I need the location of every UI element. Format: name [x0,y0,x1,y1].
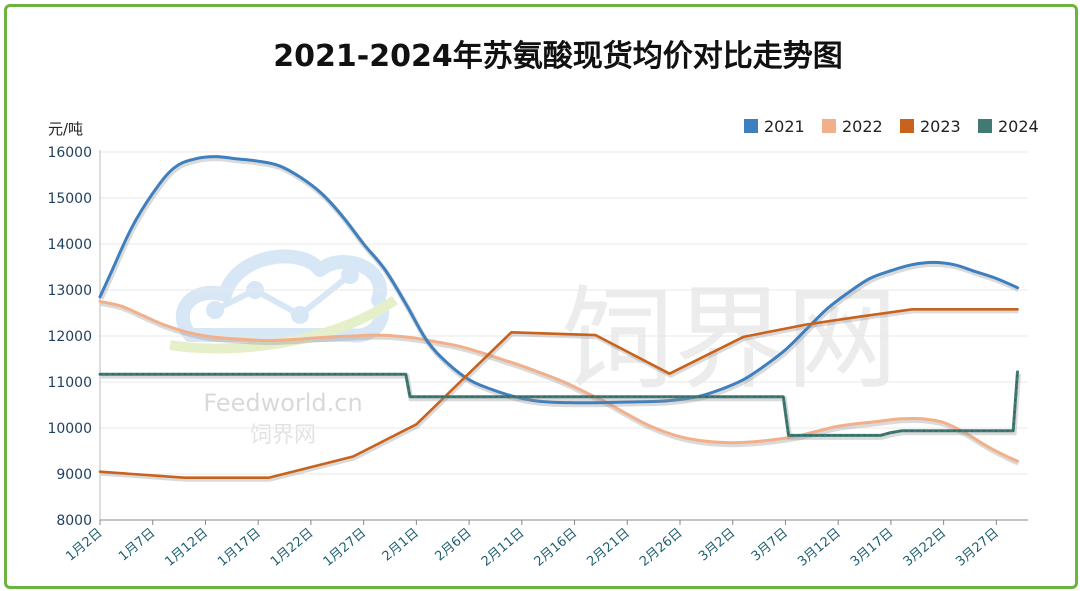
x-tick-label: 2月21日 [584,526,633,570]
y-tick-label: 15000 [47,191,92,207]
chart-frame [4,4,1078,589]
x-tick-label: 2月6日 [432,526,474,565]
series-line-2021 [98,155,1019,405]
x-tick-label: 2月16日 [532,526,581,570]
x-tick-label: 2月1日 [380,526,422,565]
x-tick-label: 1月7日 [116,526,158,565]
y-tick-label: 14000 [47,237,92,253]
y-tick-label: 10000 [47,421,92,437]
x-tick-label: 2月11日 [479,526,528,570]
x-tick-label: 3月27日 [953,526,1002,570]
legend-label-2023: 2023 [920,117,961,136]
series-lines [98,155,1021,482]
x-tick-label: 3月7日 [749,526,791,565]
series-shadow-2021 [98,156,1020,408]
legend: 2021 2022 2023 2024 [744,117,1039,136]
x-tick-label: 1月27日 [321,526,370,570]
x-tick-label: 3月2日 [696,526,738,565]
x-tick-label: 1月17日 [215,526,264,570]
legend-swatch-2024 [978,119,992,133]
y-tick-label: 9000 [56,467,92,483]
y-tick-label: 16000 [47,145,92,161]
axes [99,150,1028,521]
x-tick-label: 1月12日 [162,526,211,570]
series-line-2023 [98,308,1019,479]
y-tick-label: 8000 [56,513,92,529]
legend-label-2024: 2024 [998,117,1039,136]
y-tick-label: 11000 [47,375,92,391]
y-tick-label: 12000 [47,329,92,345]
chart-title: 2021-2024年苏氨酸现货均价对比走势图 [273,39,842,74]
x-tick-label: 3月22日 [901,526,950,570]
watermark-text-small: 饲界网 [250,423,316,448]
watermark-text-en: Feedworld.cn [203,389,362,417]
series-line-2022 [98,300,1019,463]
y-axis-ticks: 8000 9000 10000 11000 12000 13000 14000 15000 16… [47,145,92,529]
x-axis-ticks: 1月2日 1月7日 1月12日 1月17日 1月22日 1月27日 2月1日 2月6日 2月11… [63,520,1002,570]
x-tick-label: 2月26日 [637,526,686,570]
x-tick-label: 3月17日 [848,526,897,570]
legend-label-2022: 2022 [842,117,883,136]
x-tick-label: 1月2日 [63,526,105,565]
y-tick-label: 13000 [47,283,92,299]
x-tick-label: 1月22日 [268,526,317,570]
legend-swatch-2023 [900,119,914,133]
legend-swatch-2022 [822,119,836,133]
y-axis-unit: 元/吨 [48,120,83,138]
x-tick-label: 3月12日 [795,526,844,570]
legend-swatch-2021 [744,119,758,133]
series-shadow-2023 [100,309,1019,482]
grid [100,151,1028,521]
legend-label-2021: 2021 [764,117,805,136]
series-line-2024 [98,370,1019,437]
